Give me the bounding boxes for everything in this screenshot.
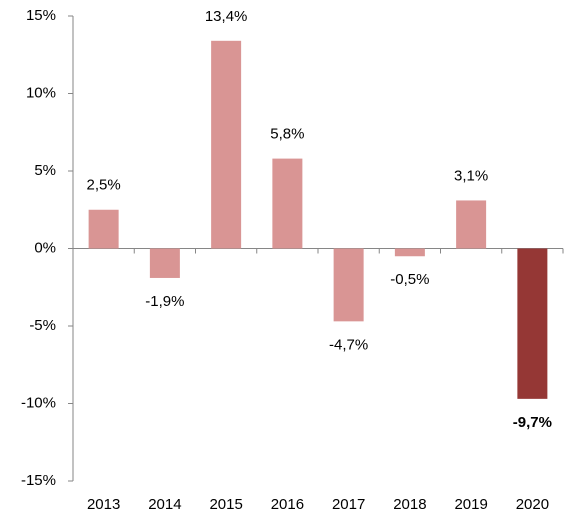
x-tick-label: 2014 (148, 496, 181, 513)
bar (456, 200, 487, 249)
x-tick-label: 2013 (87, 496, 120, 513)
y-tick-label: 10% (26, 84, 56, 101)
y-tick-label: -15% (21, 472, 56, 489)
bar (211, 40, 242, 249)
y-tick-label: -10% (21, 394, 56, 411)
x-tick-label: 2017 (332, 496, 365, 513)
y-tick-label: -5% (29, 317, 56, 334)
value-label: -0,5% (390, 271, 429, 288)
x-tick-label: 2020 (516, 496, 549, 513)
value-label: -1,9% (145, 293, 184, 310)
bar (272, 158, 303, 249)
x-tick-label: 2016 (271, 496, 304, 513)
bar (88, 209, 119, 249)
y-tick-label: 5% (34, 162, 56, 179)
bar (517, 248, 548, 399)
value-label: 2,5% (87, 177, 121, 194)
y-tick-label: 0% (34, 239, 56, 256)
value-label: 5,8% (270, 126, 304, 143)
x-tick-label: 2019 (454, 496, 487, 513)
bar (394, 248, 425, 257)
value-label: -9,7% (513, 414, 552, 431)
x-tick-label: 2018 (393, 496, 426, 513)
value-label: -4,7% (329, 336, 368, 353)
x-tick-label: 2015 (209, 496, 242, 513)
bar (149, 248, 180, 278)
value-label: 13,4% (205, 8, 248, 25)
bar (333, 248, 364, 322)
y-tick-label: 15% (26, 7, 56, 24)
value-label: 3,1% (454, 167, 488, 184)
